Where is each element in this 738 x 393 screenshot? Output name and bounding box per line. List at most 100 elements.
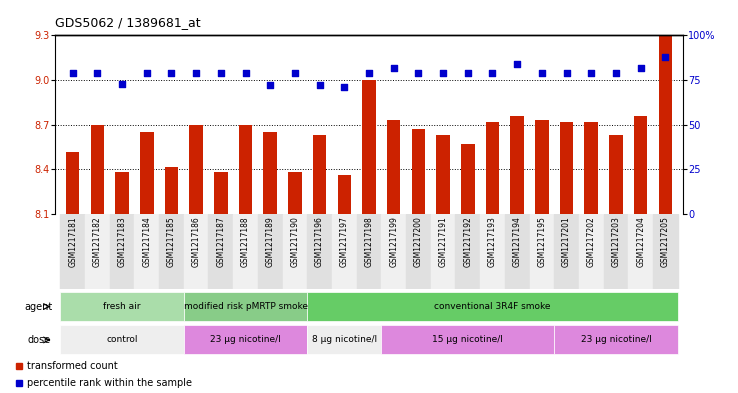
Text: GSM1217186: GSM1217186 bbox=[192, 217, 201, 267]
Text: 15 μg nicotine/l: 15 μg nicotine/l bbox=[432, 336, 503, 344]
Point bbox=[585, 70, 597, 76]
Bar bbox=[579, 214, 604, 289]
Point bbox=[363, 70, 375, 76]
Bar bbox=[653, 214, 677, 289]
Bar bbox=[85, 214, 110, 289]
Text: 8 μg nicotine/l: 8 μg nicotine/l bbox=[311, 336, 377, 344]
Point bbox=[486, 70, 498, 76]
Text: GSM1217198: GSM1217198 bbox=[365, 217, 373, 267]
Bar bbox=[140, 132, 154, 214]
Point bbox=[536, 70, 548, 76]
Bar bbox=[356, 214, 382, 289]
Text: GSM1217199: GSM1217199 bbox=[389, 217, 399, 267]
Point bbox=[165, 70, 177, 76]
Point bbox=[462, 70, 474, 76]
Point bbox=[387, 64, 399, 71]
Text: GSM1217203: GSM1217203 bbox=[612, 217, 621, 267]
Text: GSM1217190: GSM1217190 bbox=[291, 217, 300, 267]
Bar bbox=[584, 122, 598, 214]
Text: GSM1217187: GSM1217187 bbox=[216, 217, 225, 267]
Text: GSM1217202: GSM1217202 bbox=[587, 217, 596, 267]
Text: GDS5062 / 1389681_at: GDS5062 / 1389681_at bbox=[55, 17, 201, 29]
Text: GSM1217205: GSM1217205 bbox=[661, 217, 670, 267]
Point bbox=[66, 70, 78, 76]
Text: GSM1217185: GSM1217185 bbox=[167, 217, 176, 267]
Bar bbox=[134, 214, 159, 289]
Text: GSM1217182: GSM1217182 bbox=[93, 217, 102, 267]
Bar bbox=[382, 325, 554, 354]
Bar bbox=[91, 125, 104, 214]
Bar bbox=[406, 214, 431, 289]
Point bbox=[635, 64, 646, 71]
Point bbox=[264, 82, 276, 88]
Point bbox=[215, 70, 227, 76]
Bar bbox=[214, 173, 227, 214]
Bar bbox=[609, 135, 623, 214]
Point bbox=[437, 70, 449, 76]
Bar bbox=[554, 214, 579, 289]
Bar bbox=[233, 214, 258, 289]
Text: GSM1217197: GSM1217197 bbox=[339, 217, 349, 267]
Text: GSM1217181: GSM1217181 bbox=[68, 217, 77, 267]
Bar bbox=[61, 325, 184, 354]
Bar bbox=[634, 116, 647, 214]
Bar bbox=[61, 292, 184, 321]
Bar bbox=[560, 122, 573, 214]
Bar bbox=[307, 325, 382, 354]
Point bbox=[413, 70, 424, 76]
Bar bbox=[511, 116, 524, 214]
Text: GSM1217189: GSM1217189 bbox=[266, 217, 275, 267]
Bar bbox=[455, 214, 480, 289]
Bar bbox=[184, 325, 307, 354]
Bar bbox=[362, 80, 376, 214]
Bar bbox=[61, 214, 85, 289]
Text: GSM1217184: GSM1217184 bbox=[142, 217, 151, 267]
Point bbox=[660, 54, 672, 60]
Text: GSM1217191: GSM1217191 bbox=[438, 217, 447, 267]
Point bbox=[610, 70, 622, 76]
Bar bbox=[208, 214, 233, 289]
Point bbox=[314, 82, 325, 88]
Text: GSM1217195: GSM1217195 bbox=[537, 217, 546, 267]
Bar bbox=[165, 167, 178, 214]
Text: GSM1217188: GSM1217188 bbox=[241, 217, 250, 267]
Text: transformed count: transformed count bbox=[27, 361, 117, 371]
Point bbox=[339, 84, 351, 90]
Bar bbox=[184, 214, 208, 289]
Bar bbox=[461, 144, 475, 214]
Bar bbox=[159, 214, 184, 289]
Point bbox=[240, 70, 252, 76]
Bar bbox=[313, 135, 326, 214]
Bar bbox=[337, 175, 351, 214]
Bar bbox=[554, 325, 677, 354]
Text: conventional 3R4F smoke: conventional 3R4F smoke bbox=[434, 302, 551, 311]
Bar bbox=[258, 214, 283, 289]
Bar bbox=[307, 214, 332, 289]
Text: agent: agent bbox=[24, 301, 53, 312]
Bar bbox=[184, 292, 307, 321]
Text: GSM1217200: GSM1217200 bbox=[414, 217, 423, 267]
Bar bbox=[382, 214, 406, 289]
Bar bbox=[238, 125, 252, 214]
Bar bbox=[436, 135, 450, 214]
Text: GSM1217193: GSM1217193 bbox=[488, 217, 497, 267]
Bar bbox=[535, 120, 548, 214]
Bar bbox=[658, 35, 672, 214]
Bar bbox=[115, 173, 129, 214]
Bar bbox=[628, 214, 653, 289]
Bar bbox=[412, 129, 425, 214]
Point bbox=[561, 70, 573, 76]
Bar bbox=[110, 214, 134, 289]
Text: GSM1217183: GSM1217183 bbox=[117, 217, 126, 267]
Text: GSM1217201: GSM1217201 bbox=[562, 217, 571, 267]
Point bbox=[190, 70, 202, 76]
Text: GSM1217204: GSM1217204 bbox=[636, 217, 645, 267]
Point bbox=[289, 70, 301, 76]
Bar bbox=[190, 125, 203, 214]
Bar bbox=[604, 214, 628, 289]
Text: fresh air: fresh air bbox=[103, 302, 141, 311]
Bar bbox=[387, 120, 401, 214]
Bar bbox=[66, 152, 80, 214]
Text: percentile rank within the sample: percentile rank within the sample bbox=[27, 378, 192, 388]
Text: 23 μg nicotine/l: 23 μg nicotine/l bbox=[210, 336, 281, 344]
